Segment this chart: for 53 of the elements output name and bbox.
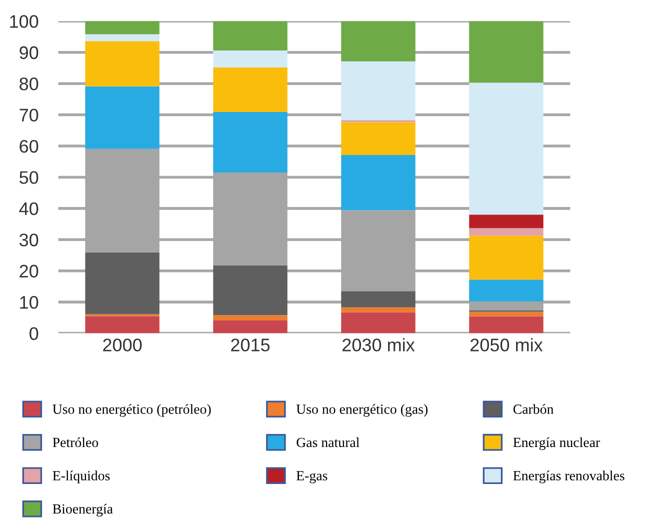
bar [85, 34, 160, 42]
y-tick-label: 30 [19, 234, 38, 246]
bar [469, 316, 544, 334]
bar [85, 316, 160, 334]
bar [341, 307, 416, 312]
bar [341, 155, 416, 210]
bar [341, 312, 416, 334]
bar [213, 112, 288, 173]
bar [469, 21, 544, 83]
bar [85, 252, 160, 314]
bar [341, 122, 416, 156]
legend-label: E-líquidos [52, 470, 110, 484]
bar [213, 21, 288, 50]
legend-label: Energías renovables [513, 470, 624, 484]
bar [469, 280, 544, 302]
x-tick-label: 2015 [231, 338, 270, 352]
y-tick-label: 50 [20, 171, 38, 184]
y-tick-label: 0 [30, 327, 38, 340]
bar [469, 236, 544, 280]
bar [85, 41, 160, 86]
legend-label: E-gas [296, 471, 328, 484]
bar [469, 228, 544, 236]
x-tick-label: 2000 [103, 338, 142, 352]
x-tick-label: 2050 mix [470, 338, 543, 352]
legend-label: Carbón [513, 404, 554, 414]
bar [341, 61, 416, 120]
y-tick-label: 60 [20, 140, 38, 153]
y-tick-label: 20 [20, 264, 38, 278]
bar [213, 67, 288, 112]
bar [85, 86, 160, 149]
bar [85, 21, 160, 34]
legend-label: Uso no energético (petróleo) [52, 404, 211, 417]
x-tick-label: 2030 mix [342, 338, 415, 352]
y-tick-label: 40 [19, 202, 38, 216]
bar [469, 214, 544, 228]
y-tick-label: 100 [10, 15, 38, 28]
legend-label: Energía nuclear [513, 437, 600, 450]
bar [213, 265, 288, 316]
bar [341, 21, 416, 62]
bar [213, 315, 288, 320]
bar [469, 312, 544, 316]
legend-label: Bioenergía [52, 504, 113, 516]
y-tick-label: 90 [20, 46, 38, 60]
bar [341, 291, 416, 308]
bar [469, 82, 544, 215]
y-tick-label: 10 [20, 296, 38, 309]
legend-label: Uso no energético (gas) [296, 404, 428, 417]
bar [213, 50, 288, 68]
legend-label: Petróleo [52, 437, 98, 448]
y-tick-label: 70 [20, 108, 38, 122]
y-tick-label: 80 [20, 78, 38, 90]
bar [213, 320, 288, 334]
legend-label: Gas natural [296, 437, 360, 448]
